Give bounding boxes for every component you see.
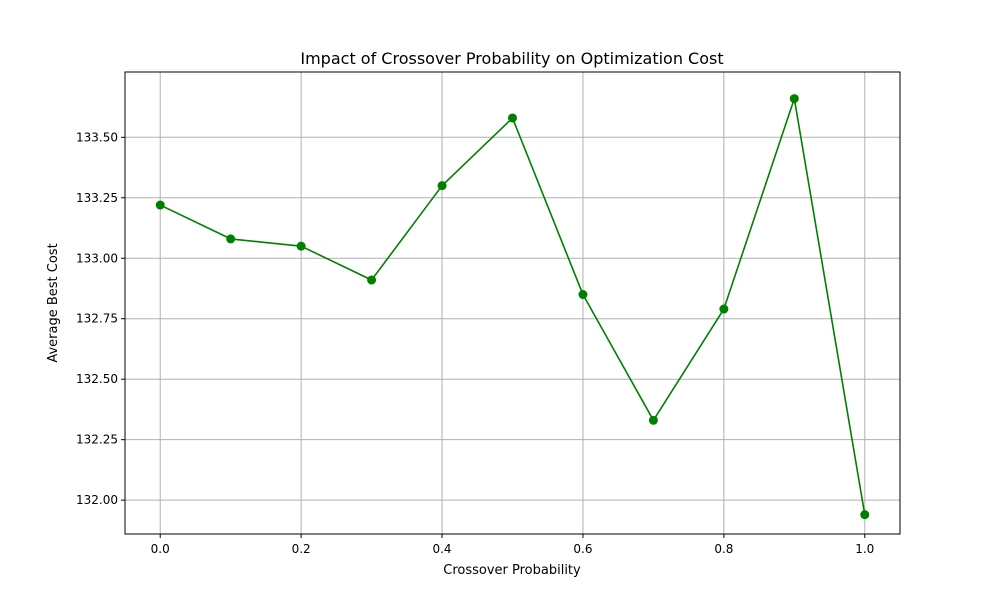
y-tick-label: 132.00: [76, 493, 118, 507]
data-point: [719, 304, 729, 314]
chart-title: Impact of Crossover Probability on Optim…: [300, 49, 723, 68]
x-tick-label: 0.2: [292, 542, 311, 556]
data-point: [226, 234, 236, 244]
y-tick-label: 133.25: [76, 191, 118, 205]
data-point: [789, 94, 799, 104]
grid: [125, 72, 900, 534]
series-line: [159, 97, 866, 515]
data-point: [648, 415, 658, 425]
data-point: [155, 200, 165, 210]
data-point: [367, 275, 377, 285]
y-tick-label: 133.00: [76, 251, 118, 265]
x-tick-label: 0.8: [714, 542, 733, 556]
data-point: [578, 290, 588, 300]
plot-area-frame: [124, 71, 901, 535]
x-tick-label: 0.0: [151, 542, 170, 556]
axis-ticks: 0.0 0.2 0.4 0.6 0.8 1.0 132.00 132.25 132.50 132.…: [76, 130, 874, 556]
data-point: [508, 113, 517, 123]
y-tick-label: 132.75: [76, 312, 118, 326]
x-tick-label: 0.4: [432, 542, 451, 556]
x-tick-label: 1.0: [855, 542, 874, 556]
y-tick-label: 133.50: [76, 130, 118, 144]
x-tick-label: 0.6: [573, 542, 592, 556]
data-point: [860, 510, 870, 520]
y-axis-label: Average Best Cost: [46, 243, 61, 362]
x-axis-label: Crossover Probability: [443, 563, 581, 578]
data-point: [437, 181, 447, 191]
data-series: [155, 94, 870, 520]
y-tick-label: 132.50: [76, 372, 118, 386]
y-tick-label: 132.25: [76, 433, 118, 447]
data-point: [296, 241, 306, 251]
